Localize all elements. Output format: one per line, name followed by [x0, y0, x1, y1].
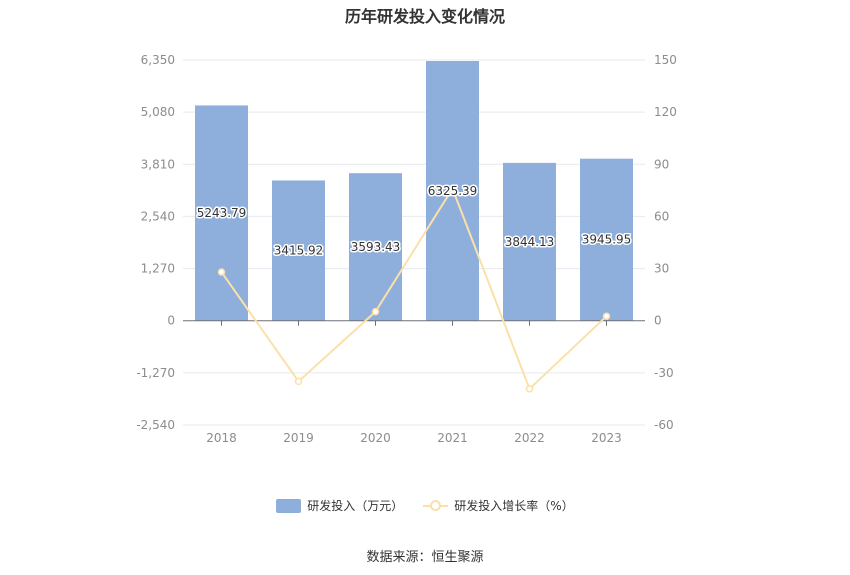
legend-line-swatch: [423, 499, 449, 513]
left-y-tick-label: 0: [167, 314, 175, 328]
bar: [503, 162, 556, 321]
right-y-tick-label: -30: [654, 366, 674, 380]
x-tick-label: 2021: [437, 431, 468, 445]
chart-title: 历年研发投入变化情况: [344, 7, 505, 26]
right-y-tick-label: 90: [654, 157, 669, 171]
left-y-tick-label: 3,810: [141, 157, 175, 171]
bar-series: [195, 61, 633, 321]
growth-rate-point: [448, 184, 457, 193]
bar-value-label: 3593.43: [351, 240, 401, 254]
left-y-tick-label: 1,270: [141, 262, 175, 276]
bar: [272, 180, 325, 321]
left-y-tick-label: -2,540: [136, 418, 175, 432]
growth-rate-point: [371, 307, 380, 316]
right-y-tick-label: 0: [654, 314, 662, 328]
bar: [580, 158, 633, 321]
legend-item-bar[interactable]: 研发投入（万元）: [276, 497, 403, 514]
left-y-axis: -2,540 -1,270 0 1,270 2,540 3,810 5,080 6,350: [136, 53, 175, 432]
x-tick-label: 2022: [514, 431, 545, 445]
bar-value-label: 3945.95: [582, 233, 632, 247]
bar: [195, 105, 248, 321]
left-y-tick-label: -1,270: [136, 366, 175, 380]
legend-bar-swatch: [276, 498, 302, 513]
right-y-tick-label: -60: [654, 418, 674, 432]
legend-item-line[interactable]: 研发投入增长率（%）: [423, 497, 574, 514]
right-y-tick-label: 60: [654, 209, 669, 223]
bar-value-label: 5243.79: [197, 206, 247, 220]
right-y-tick-label: 150: [654, 53, 677, 67]
bar-value-label: 6325.39: [428, 184, 478, 198]
x-axis: 2018 2019 2020 2021 2022 2023: [206, 320, 622, 445]
left-y-tick-label: 5,080: [141, 105, 175, 119]
x-tick-label: 2020: [360, 431, 391, 445]
right-y-tick-label: 120: [654, 105, 677, 119]
line-series: [217, 184, 611, 393]
bar-data-labels: 5243.79 3415.92 3593.43 6325.39 3844.13 3945.…: [195, 182, 633, 259]
x-tick-label: 2019: [283, 431, 314, 445]
growth-rate-point: [217, 268, 226, 276]
gridlines: [183, 59, 645, 426]
growth-rate-point: [294, 377, 303, 386]
left-y-tick-label: 6,350: [141, 53, 175, 67]
chart-area: -2,540 -1,270 0 1,270 2,540 3,810 5,080 6,350 -…: [136, 53, 677, 445]
legend-line-label: 研发投入增长率（%）: [454, 499, 574, 513]
growth-rate-line: [220, 186, 608, 391]
growth-rate-point: [525, 385, 534, 393]
right-y-tick-label: 30: [654, 262, 669, 276]
data-source: 数据来源：恒生聚源: [366, 550, 484, 565]
legend-bar-label: 研发投入（万元）: [307, 499, 404, 513]
bar-value-label: 3415.92: [274, 244, 324, 258]
bar-value-label: 3844.13: [505, 235, 555, 249]
right-y-axis: -60 -30 0 30 60 90 120 150: [654, 53, 677, 432]
bar: [349, 173, 402, 321]
legend: 研发投入（万元） 研发投入增长率（%）: [0, 497, 850, 514]
x-tick-label: 2023: [591, 431, 622, 445]
x-tick-label: 2018: [206, 431, 237, 445]
growth-rate-point: [602, 312, 611, 320]
left-y-tick-label: 2,540: [141, 209, 175, 223]
